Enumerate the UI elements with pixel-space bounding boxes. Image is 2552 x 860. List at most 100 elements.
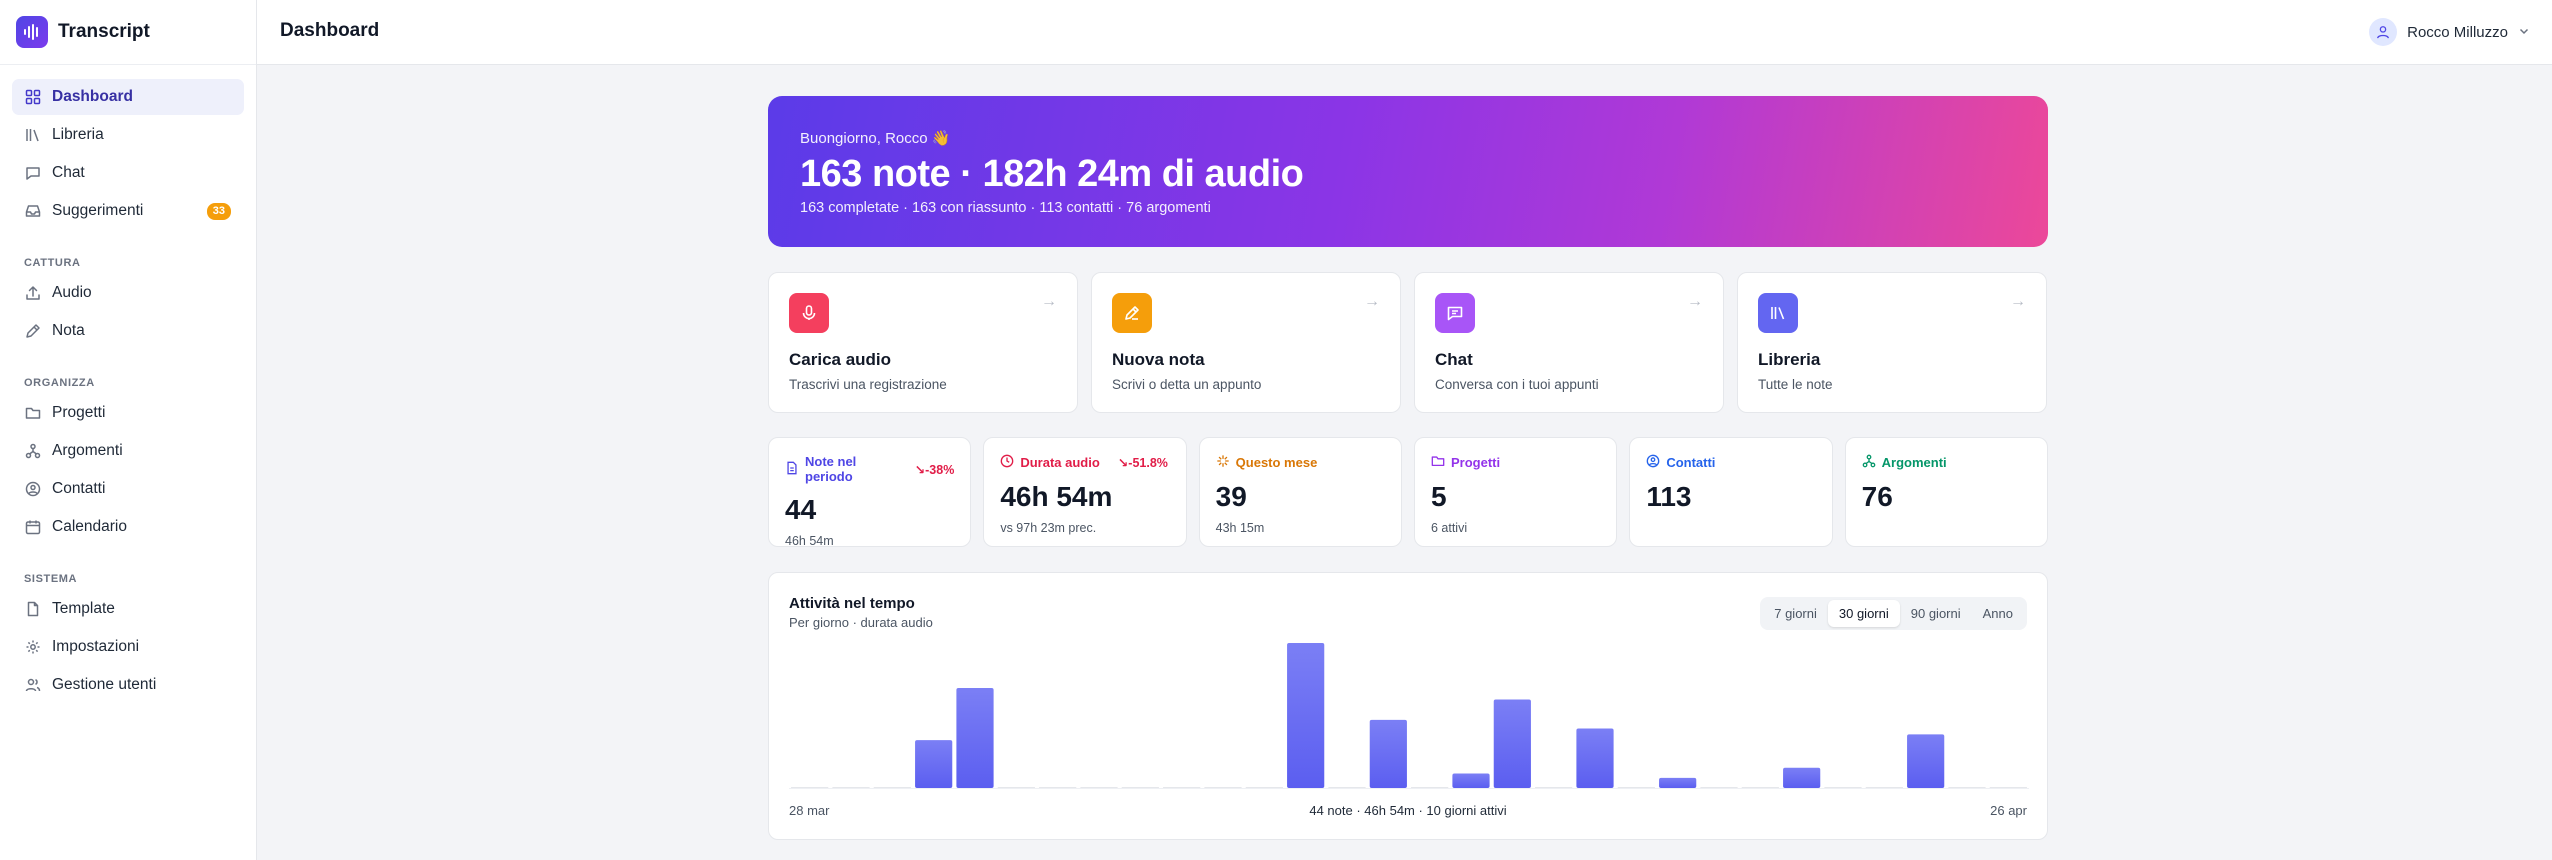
stat-label: Contatti — [1666, 455, 1716, 470]
sidebar-item-label: Argomenti — [52, 442, 123, 459]
hero-subtitle: 163 completate · 163 con riassunto · 113… — [800, 200, 1211, 216]
section-title-organizza: ORGANIZZA — [24, 377, 95, 389]
stat-label: Progetti — [1450, 455, 1501, 470]
stat-card-note[interactable]: Note nel periodo ↘-38% 44 46h 54m — [768, 437, 972, 548]
action-card-nuova-nota[interactable]: → Nuova nota Scrivi o detta un appunto — [1091, 272, 1401, 413]
sidebar-item-contatti[interactable]: Contatti — [12, 471, 244, 507]
chart-bar[interactable]: 11 apr — [1369, 719, 1407, 788]
stat-value: 44 — [785, 494, 817, 525]
chart-bar[interactable]: 1 apr — [956, 687, 994, 788]
chart-bar[interactable]: 31 mar — [915, 740, 953, 788]
top-bar: Dashboard Rocco Milluzzo — [257, 0, 2552, 65]
activity-chart-card: Attività nel tempo Per giorno · durata a… — [768, 572, 2048, 840]
sidebar-item-impostazioni[interactable]: Impostazioni — [12, 629, 244, 665]
action-title: Chat — [1435, 350, 1473, 369]
chat-icon — [24, 164, 42, 182]
range-anno[interactable]: Anno — [1982, 606, 2013, 621]
waveform-logo-icon — [16, 16, 48, 48]
stat-label: Questo mese — [1235, 455, 1318, 470]
sidebar-item-label: Audio — [52, 284, 92, 301]
microphone-icon — [789, 293, 829, 333]
trend-down-badge: ↘-38% — [914, 462, 955, 477]
stat-card-argomenti[interactable]: Argomenti 76 — [1844, 437, 2048, 547]
sidebar-item-label: Nota — [52, 322, 85, 339]
range-7-giorni[interactable]: 7 giorni — [1774, 606, 1817, 621]
sidebar-item-suggerimenti[interactable]: Suggerimenti 33 — [12, 193, 244, 229]
sidebar-item-label: Dashboard — [52, 88, 133, 105]
stat-subtext: vs 97h 23m prec. — [1000, 521, 1097, 535]
chart-bar[interactable]: 14 apr — [1493, 699, 1531, 788]
chart-bar-empty — [1121, 787, 1159, 788]
sidebar-item-label: Template — [52, 600, 115, 617]
chart-bar[interactable]: 16 apr — [1576, 728, 1614, 788]
arrow-right-icon: → — [2010, 293, 2026, 310]
sidebar-item-audio[interactable]: Audio — [12, 275, 244, 311]
action-card-chat[interactable]: → Chat Conversa con i tuoi appunti — [1414, 272, 1724, 413]
sidebar-item-label: Calendario — [52, 518, 127, 535]
stat-card-durata[interactable]: Durata audio ↘-51.8% 46h 54m vs 97h 23m … — [983, 437, 1187, 547]
chart-bar-empty — [997, 787, 1035, 788]
action-title: Nuova nota — [1112, 350, 1205, 369]
contact-icon — [1646, 454, 1660, 471]
welcome-hero: Buongiorno, Rocco 👋 163 note · 182h 24m … — [768, 96, 2048, 247]
sidebar-item-calendario[interactable]: Calendario — [12, 509, 244, 545]
sidebar-item-label: Impostazioni — [52, 638, 140, 655]
sidebar-nav: Dashboard Libreria Chat Suggerimenti 33 … — [12, 79, 244, 705]
action-card-libreria[interactable]: → Libreria Tutte le note — [1737, 272, 2047, 413]
action-description: Conversa con i tuoi appunti — [1435, 377, 1599, 392]
sidebar-item-libreria[interactable]: Libreria — [12, 117, 244, 153]
sidebar-item-dashboard[interactable]: Dashboard — [12, 79, 244, 115]
sidebar-item-label: Libreria — [52, 126, 104, 143]
range-selector: 7 giorni 30 giorni 90 giorni Anno — [1760, 597, 2027, 630]
sidebar-item-progetti[interactable]: Progetti — [12, 395, 244, 431]
sidebar-item-argomenti[interactable]: Argomenti — [12, 433, 244, 469]
chart-bar[interactable]: 21 apr — [1783, 767, 1821, 788]
app-name: Transcript — [58, 21, 150, 42]
library-icon — [1758, 293, 1798, 333]
chart-bar-empty — [1204, 787, 1242, 788]
arrow-right-icon: → — [1687, 293, 1703, 310]
x-axis-end-label: 26 apr — [1990, 803, 2027, 818]
chart-bar-empty — [1039, 787, 1077, 788]
chart-bar-empty — [1535, 787, 1573, 788]
sidebar-item-nota[interactable]: Nota — [12, 313, 244, 349]
chart-bar[interactable]: 18 apr — [1659, 777, 1697, 788]
stat-value: 76 — [1861, 481, 1893, 512]
section-title-sistema: SISTEMA — [24, 573, 78, 585]
chart-bar-empty — [1948, 787, 1986, 788]
chart-bar-empty — [1824, 787, 1862, 788]
upload-icon — [24, 284, 42, 302]
chart-bar-empty — [791, 787, 829, 788]
stat-card-progetti[interactable]: Progetti 5 6 attivi — [1413, 437, 1618, 547]
library-icon — [24, 126, 42, 144]
action-title: Carica audio — [789, 350, 892, 369]
user-menu[interactable]: Rocco Milluzzo — [2369, 18, 2530, 46]
sidebar-item-label: Chat — [52, 164, 85, 181]
chevron-down-icon — [2518, 24, 2530, 41]
sparkle-icon — [1216, 454, 1230, 471]
chart-bar[interactable]: 24 apr — [1907, 734, 1945, 788]
hero-greeting: Buongiorno, Rocco 👋 — [800, 130, 951, 147]
chart-summary: 44 note · 46h 54m · 10 giorni attivi — [1309, 803, 1507, 818]
sidebar-item-label: Contatti — [52, 480, 106, 497]
chart-bar-empty — [1617, 787, 1655, 788]
chat-icon — [1435, 293, 1475, 333]
action-title: Libreria — [1758, 350, 1821, 369]
chart-bar-empty — [1411, 787, 1449, 788]
sidebar-item-chat[interactable]: Chat — [12, 155, 244, 191]
sidebar-item-gestione-utenti[interactable]: Gestione utenti — [12, 667, 244, 703]
gear-icon — [24, 638, 42, 656]
stat-card-contatti[interactable]: Contatti 113 — [1629, 437, 1833, 547]
stat-card-questo-mese[interactable]: Questo mese 39 43h 15m — [1198, 437, 1402, 547]
range-90-giorni[interactable]: 90 giorni — [1910, 606, 1961, 621]
action-card-carica-audio[interactable]: → Carica audio Trascrivi una registrazio… — [768, 272, 1078, 413]
range-30-giorni[interactable]: 30 giorni — [1827, 600, 1900, 627]
sidebar-divider — [0, 64, 256, 65]
activity-bar-chart: 31 mar1 apr 9 apr 11 apr 13 apr14 apr 16 apr… — [789, 643, 2029, 789]
chart-bar-empty — [873, 787, 911, 788]
chart-bar[interactable]: 13 apr — [1452, 773, 1490, 789]
sidebar-item-template[interactable]: Template — [12, 591, 244, 627]
chart-bar[interactable]: 9 apr — [1287, 643, 1325, 788]
brand[interactable]: Transcript — [16, 16, 150, 48]
chart-bar-empty — [1741, 787, 1779, 788]
